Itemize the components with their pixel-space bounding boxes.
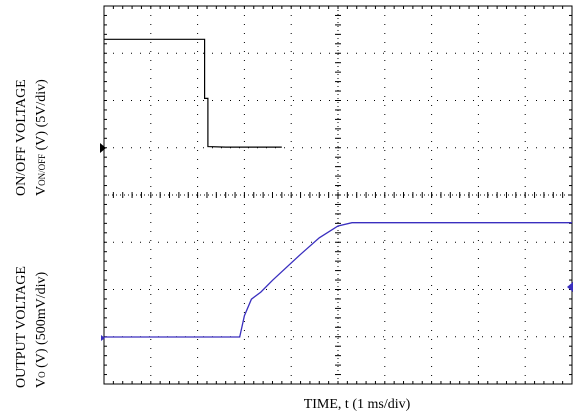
onoff-ground-marker bbox=[100, 143, 106, 153]
output-label-sub: O bbox=[37, 371, 47, 378]
output-label-prefix: V bbox=[34, 377, 49, 388]
onoff-label-line1: ON/OFF VOLTAGE bbox=[14, 79, 29, 196]
onoff-label-suffix: (V) (5V/div) bbox=[34, 79, 49, 154]
onoff-label-sub: ON/OFF bbox=[37, 153, 47, 186]
trigger-level-marker bbox=[567, 282, 573, 292]
chart-traces bbox=[104, 38, 572, 338]
onoff-label-prefix: V bbox=[34, 185, 49, 196]
trace-onoff bbox=[104, 38, 282, 148]
chart-grid bbox=[103, 5, 573, 385]
onoff-axis-label: ON/OFF VOLTAGE VON/OFF (V) (5V/div) bbox=[14, 79, 50, 196]
output-label-line2: VO (V) (500mV/div) bbox=[34, 266, 50, 388]
output-label-line1: OUTPUT VOLTAGE bbox=[14, 266, 29, 388]
output-axis-label: OUTPUT VOLTAGE VO (V) (500mV/div) bbox=[14, 266, 50, 388]
x-axis-label: TIME, t (1 ms/div) bbox=[303, 397, 411, 412]
output-ground-marker bbox=[101, 335, 105, 341]
onoff-label-line2: VON/OFF (V) (5V/div) bbox=[34, 79, 50, 196]
output-label-suffix: (V) (500mV/div) bbox=[34, 271, 49, 372]
trace-output bbox=[104, 222, 572, 338]
channel-markers bbox=[100, 143, 573, 341]
